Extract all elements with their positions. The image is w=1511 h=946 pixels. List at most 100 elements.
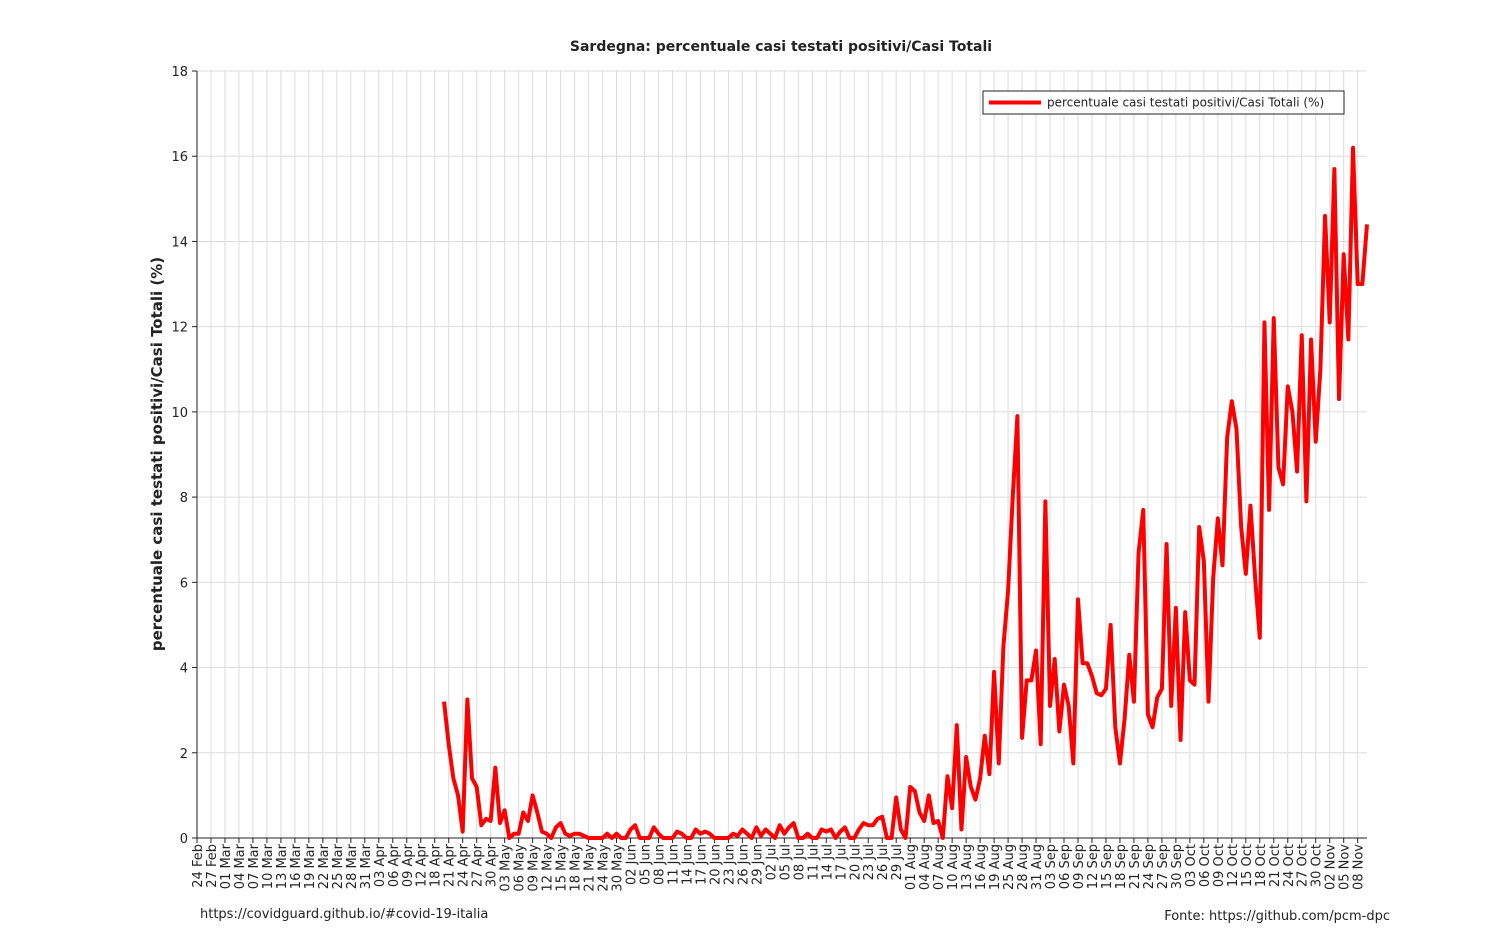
x-tick-label: 25 Aug	[1002, 844, 1017, 890]
x-tick-label: 03 Apr	[373, 843, 388, 887]
x-tick-label: 27 Sep	[1156, 844, 1171, 889]
x-tick-label: 27 Apr	[471, 843, 486, 887]
data-line	[442, 145, 1369, 840]
x-tick-label: 28 Aug	[1016, 844, 1031, 890]
x-tick-label: 20 Jun	[708, 844, 723, 885]
x-tick-label: 05 Jul	[778, 844, 793, 880]
x-tick-label: 06 Oct	[1198, 844, 1213, 887]
x-tick-label: 13 Mar	[275, 843, 290, 889]
x-tick-label: 21 May	[583, 844, 598, 892]
x-tick-label: 14 Jun	[680, 844, 695, 885]
x-tick-label: 02 Jun	[625, 844, 640, 885]
x-tick-label: 23 Jul	[862, 844, 877, 880]
x-tick-label: 11 Jul	[806, 844, 821, 880]
x-tick-label: 08 Nov	[1352, 844, 1367, 890]
x-tick-label: 02 Jul	[764, 844, 779, 880]
x-tick-label: 06 Apr	[387, 843, 402, 887]
legend-label: percentuale casi testati positivi/Casi T…	[1047, 96, 1324, 110]
y-tick-label: 4	[180, 662, 188, 677]
x-tick-label: 15 Oct	[1240, 844, 1255, 887]
x-tick-label: 01 Aug	[904, 844, 919, 890]
x-tick-label: 18 Apr	[429, 843, 444, 887]
x-tick-label: 03 Sep	[1044, 844, 1059, 889]
x-tick-label: 09 Sep	[1072, 844, 1087, 889]
x-tick-label: 31 Aug	[1030, 844, 1045, 890]
x-tick-label: 09 Oct	[1212, 844, 1227, 887]
x-tick-label: 13 Aug	[960, 844, 975, 890]
x-tick-label: 12 May	[541, 844, 556, 892]
x-tick-label: 12 Oct	[1226, 844, 1241, 887]
x-tick-label: 12 Apr	[415, 843, 430, 887]
x-tick-label: 10 Mar	[261, 843, 276, 889]
x-tick-label: 06 Sep	[1058, 844, 1073, 889]
x-tick-label: 30 Sep	[1170, 844, 1185, 889]
x-tick-label: 18 May	[569, 844, 584, 892]
x-tick-label: 07 Aug	[932, 844, 947, 890]
x-tick-label: 03 May	[499, 844, 514, 892]
y-tick-label: 16	[171, 150, 188, 165]
legend-box	[982, 90, 1345, 115]
x-tick-label: 24 Oct	[1282, 844, 1297, 887]
x-tick-label: 16 Aug	[974, 844, 989, 890]
y-tick-label: 2	[180, 747, 188, 762]
x-tick-label: 30 Apr	[485, 843, 500, 887]
plot-area	[197, 71, 1367, 838]
x-tick-label: 17 Jul	[834, 844, 849, 880]
x-tick-label: 03 Oct	[1184, 844, 1199, 887]
x-tick-label: 05 Jun	[638, 844, 653, 885]
x-tick-label: 17 Jun	[694, 844, 709, 885]
x-tick-label: 25 Mar	[331, 843, 346, 889]
x-tick-label: 19 Aug	[988, 844, 1003, 890]
x-tick-label: 26 Jul	[876, 844, 891, 880]
source-left: https://covidguard.github.io/#covid-19-i…	[200, 907, 488, 922]
x-tick-label: 16 Mar	[289, 843, 304, 889]
x-tick-label: 26 Jun	[736, 844, 751, 885]
x-tick-label: 05 Nov	[1338, 844, 1353, 890]
x-tick-label: 09 Apr	[401, 843, 416, 887]
x-tick-label: 10 Aug	[946, 844, 961, 890]
x-tick-label: 27 Oct	[1296, 844, 1311, 887]
x-tick-label: 30 Oct	[1310, 844, 1325, 887]
x-tick-label: 21 Oct	[1268, 844, 1283, 887]
x-tick-label: 24 May	[597, 844, 612, 892]
x-tick-label: 15 Sep	[1100, 844, 1115, 889]
x-tick-label: 08 Jul	[792, 844, 807, 880]
x-tick-label: 09 May	[527, 844, 542, 892]
x-tick-label: 07 Mar	[247, 843, 262, 889]
x-tick-label: 08 Jun	[652, 844, 667, 885]
y-tick-label: 18	[171, 65, 188, 80]
y-tick-label: 12	[171, 321, 188, 336]
x-tick-label: 28 Mar	[345, 843, 360, 889]
y-tick-label: 8	[180, 491, 188, 506]
x-tick-label: 30 May	[611, 844, 626, 892]
x-tick-label: 04 Aug	[918, 844, 933, 890]
chart-title: Sardegna: percentuale casi testati posit…	[570, 39, 992, 55]
x-tick-label: 24 Feb	[191, 844, 206, 888]
x-tick-label: 27 Feb	[205, 844, 220, 888]
x-tick-label: 22 Mar	[317, 843, 332, 889]
x-tick-label: 18 Sep	[1114, 844, 1129, 889]
y-tick-label: 6	[180, 576, 188, 591]
y-axis-label: percentuale casi testati positivi/Casi T…	[148, 257, 166, 651]
x-tick-label: 04 Mar	[233, 843, 248, 889]
x-tick-label: 19 Mar	[303, 843, 318, 889]
x-tick-label: 24 Sep	[1142, 844, 1157, 889]
x-tick-label: 02 Nov	[1324, 844, 1339, 890]
x-tick-label: 11 Jun	[666, 844, 681, 885]
y-tick-label: 14	[171, 235, 188, 250]
x-tick-label: 01 Mar	[219, 843, 234, 889]
x-tick-label: 12 Sep	[1086, 844, 1101, 889]
x-tick-label: 14 Jul	[820, 844, 835, 880]
x-tick-label: 15 May	[555, 844, 570, 892]
x-tick-label: 23 Jun	[722, 844, 737, 885]
y-tick-label: 0	[180, 832, 188, 847]
x-tick-label: 31 Mar	[359, 843, 374, 889]
y-tick-label: 10	[171, 406, 188, 421]
x-tick-label: 18 Oct	[1254, 844, 1269, 887]
x-tick-label: 29 Jun	[750, 844, 765, 885]
x-tick-label: 29 Jul	[890, 844, 905, 880]
x-tick-label: 21 Sep	[1128, 844, 1143, 889]
x-tick-label: 24 Apr	[457, 843, 472, 887]
x-tick-label: 21 Apr	[443, 843, 458, 887]
